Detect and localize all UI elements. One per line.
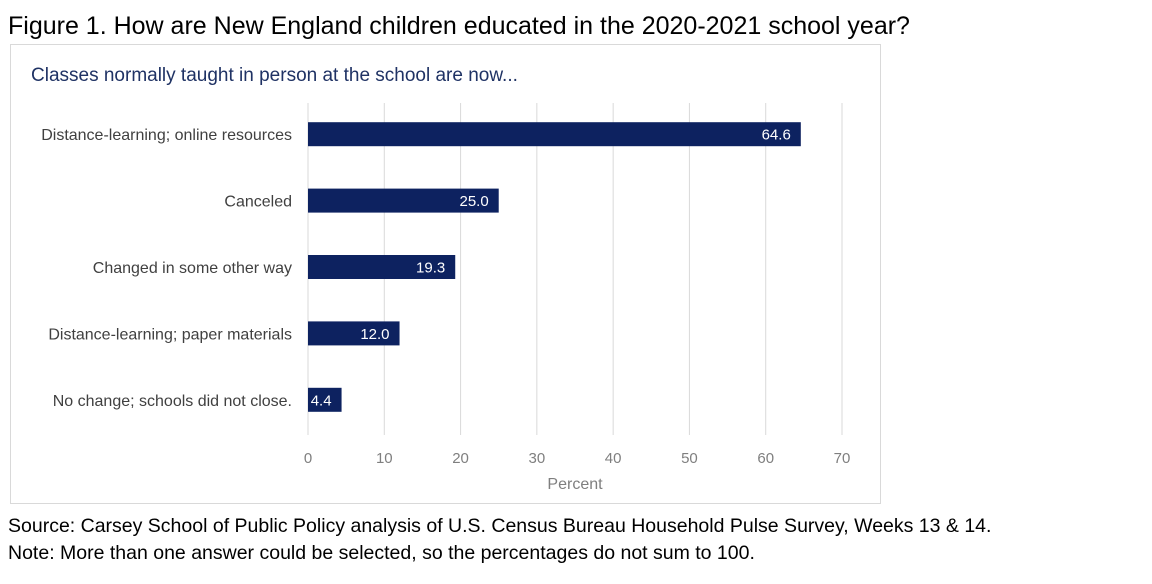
data-label: 4.4 — [311, 392, 332, 409]
bar — [308, 122, 801, 147]
x-tick-label: 50 — [681, 450, 698, 467]
footnote: Note: More than one answer could be sele… — [8, 542, 755, 564]
x-tick-label: 10 — [376, 450, 393, 467]
data-label: 12.0 — [360, 326, 389, 343]
x-tick-label: 40 — [605, 450, 622, 467]
category-label: Canceled — [224, 194, 292, 211]
source-note: Source: Carsey School of Public Policy a… — [8, 515, 992, 537]
x-tick-label: 30 — [529, 450, 546, 467]
figure-title: Figure 1. How are New England children e… — [8, 12, 910, 40]
data-label: 64.6 — [762, 127, 791, 144]
bar-chart: 0 10 20 30 40 50 60 70 Percent 64.6 Distance-learn… — [41, 103, 851, 493]
x-tick-label: 60 — [757, 450, 774, 467]
data-label: 25.0 — [460, 193, 489, 210]
chart-frame: Classes normally taught in person at the… — [10, 44, 881, 504]
chart-title: Classes normally taught in person at the… — [31, 65, 518, 86]
x-tick-label: 20 — [452, 450, 469, 467]
bar — [308, 255, 456, 279]
category-label: Changed in some other way — [93, 260, 292, 277]
category-label: Distance-learning; online resources — [41, 127, 292, 144]
x-tick-label: 0 — [304, 450, 312, 467]
bar — [308, 188, 499, 213]
data-label: 19.3 — [416, 260, 445, 277]
x-tick-label: 70 — [834, 450, 851, 467]
bar — [308, 321, 400, 346]
bar — [308, 387, 342, 412]
category-label: Distance-learning; paper materials — [48, 326, 292, 343]
category-label: No change; schools did not close. — [53, 393, 292, 410]
x-axis-label: Percent — [547, 476, 603, 493]
